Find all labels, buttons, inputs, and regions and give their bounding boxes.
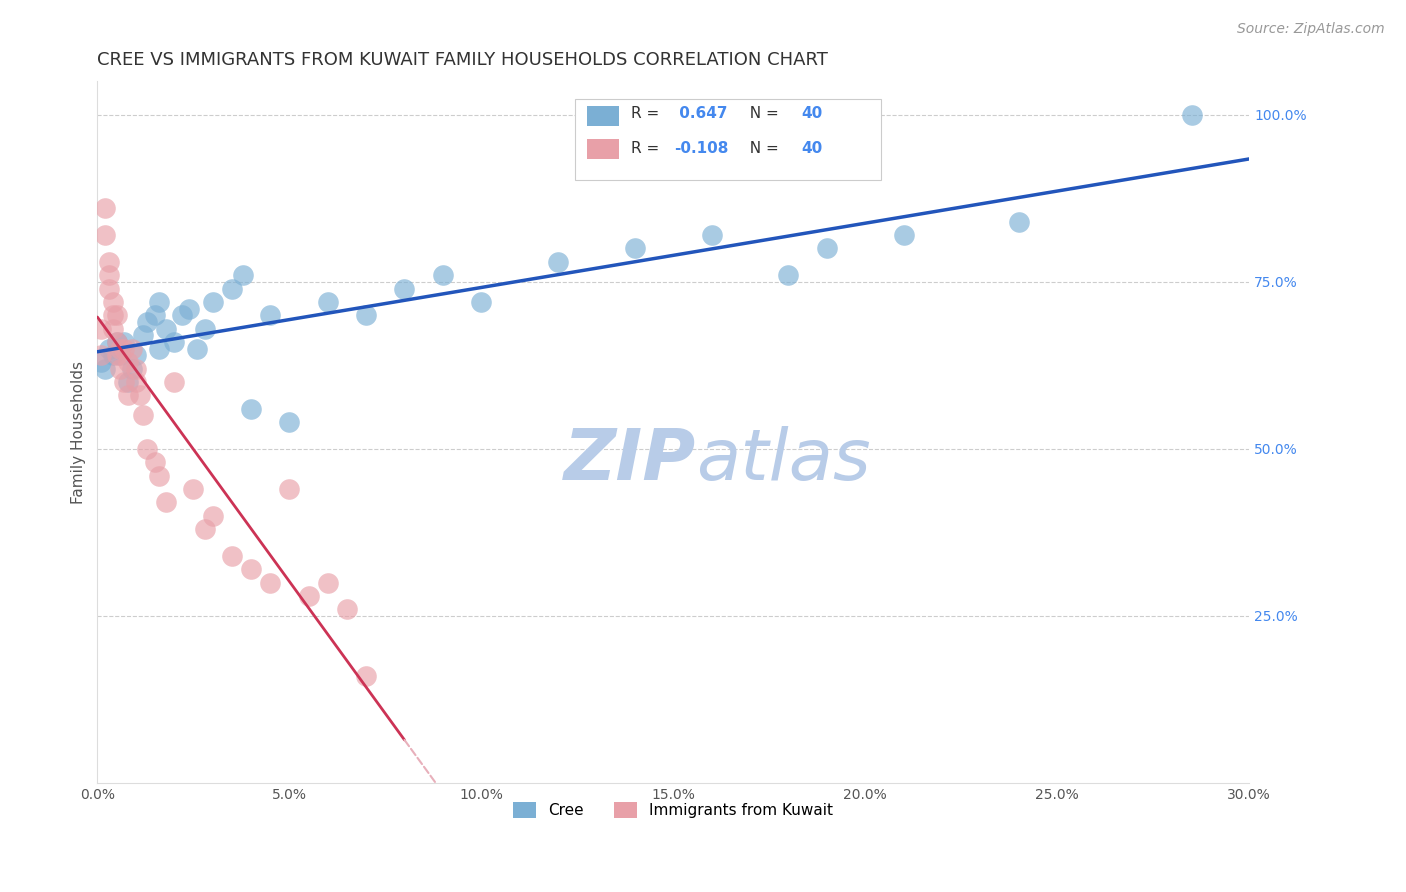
Point — [278, 415, 301, 429]
Point — [201, 508, 224, 523]
Point — [94, 202, 117, 216]
Point — [117, 355, 139, 369]
Text: 40: 40 — [801, 106, 823, 121]
Point — [186, 342, 208, 356]
Point — [221, 281, 243, 295]
Y-axis label: Family Households: Family Households — [72, 360, 86, 504]
Point — [136, 315, 159, 329]
Point — [316, 575, 339, 590]
Point — [155, 495, 177, 509]
Point — [148, 294, 170, 309]
Point — [201, 294, 224, 309]
Text: 40: 40 — [801, 141, 823, 156]
Point — [194, 522, 217, 536]
Point — [354, 669, 377, 683]
Point — [112, 334, 135, 349]
Point — [112, 375, 135, 389]
Point — [125, 375, 148, 389]
Point — [128, 388, 150, 402]
Point — [778, 268, 800, 282]
Point — [121, 361, 143, 376]
Point — [105, 334, 128, 349]
Point — [101, 308, 124, 322]
Point — [232, 268, 254, 282]
Point — [700, 228, 723, 243]
Point — [90, 355, 112, 369]
Point — [97, 254, 120, 268]
Point — [101, 348, 124, 362]
Point — [97, 268, 120, 282]
Point — [117, 375, 139, 389]
Point — [110, 361, 132, 376]
Point — [163, 334, 186, 349]
Point — [297, 589, 319, 603]
Point — [221, 549, 243, 563]
Point — [239, 562, 262, 576]
Point — [170, 308, 193, 322]
Text: R =: R = — [631, 106, 664, 121]
Point — [136, 442, 159, 456]
Text: Source: ZipAtlas.com: Source: ZipAtlas.com — [1237, 22, 1385, 37]
Point — [815, 241, 838, 255]
Point — [1180, 108, 1202, 122]
Point — [354, 308, 377, 322]
Point — [101, 294, 124, 309]
FancyBboxPatch shape — [586, 139, 619, 159]
Text: N =: N = — [740, 141, 783, 156]
Point — [110, 342, 132, 356]
Point — [101, 321, 124, 335]
Point — [155, 321, 177, 335]
Point — [121, 342, 143, 356]
Point — [547, 254, 569, 268]
Point — [316, 294, 339, 309]
Point — [105, 334, 128, 349]
Point — [105, 308, 128, 322]
Point — [148, 342, 170, 356]
Point — [125, 348, 148, 362]
Point — [97, 281, 120, 295]
Point — [183, 482, 205, 496]
Point — [893, 228, 915, 243]
FancyBboxPatch shape — [586, 106, 619, 126]
Point — [125, 361, 148, 376]
Point — [94, 228, 117, 243]
Point — [97, 342, 120, 356]
Point — [1008, 215, 1031, 229]
Text: R =: R = — [631, 141, 664, 156]
Point — [624, 241, 647, 255]
Text: ZIP: ZIP — [564, 425, 696, 495]
Point — [259, 575, 281, 590]
Point — [179, 301, 201, 316]
Point — [112, 342, 135, 356]
FancyBboxPatch shape — [575, 99, 880, 179]
Point — [336, 602, 359, 616]
Point — [105, 348, 128, 362]
Legend: Cree, Immigrants from Kuwait: Cree, Immigrants from Kuwait — [508, 797, 839, 824]
Point — [194, 321, 217, 335]
Point — [148, 468, 170, 483]
Point — [90, 348, 112, 362]
Point — [132, 409, 155, 423]
Text: -0.108: -0.108 — [675, 141, 728, 156]
Point — [143, 455, 166, 469]
Point — [394, 281, 416, 295]
Point — [432, 268, 454, 282]
Text: N =: N = — [740, 106, 783, 121]
Point — [132, 328, 155, 343]
Point — [143, 308, 166, 322]
Point — [259, 308, 281, 322]
Text: CREE VS IMMIGRANTS FROM KUWAIT FAMILY HOUSEHOLDS CORRELATION CHART: CREE VS IMMIGRANTS FROM KUWAIT FAMILY HO… — [97, 51, 828, 69]
Point — [110, 348, 132, 362]
Point — [117, 388, 139, 402]
Text: 0.647: 0.647 — [675, 106, 728, 121]
Point — [239, 401, 262, 416]
Point — [470, 294, 492, 309]
Point — [90, 321, 112, 335]
Text: atlas: atlas — [696, 425, 870, 495]
Point — [163, 375, 186, 389]
Point — [278, 482, 301, 496]
Point — [94, 361, 117, 376]
